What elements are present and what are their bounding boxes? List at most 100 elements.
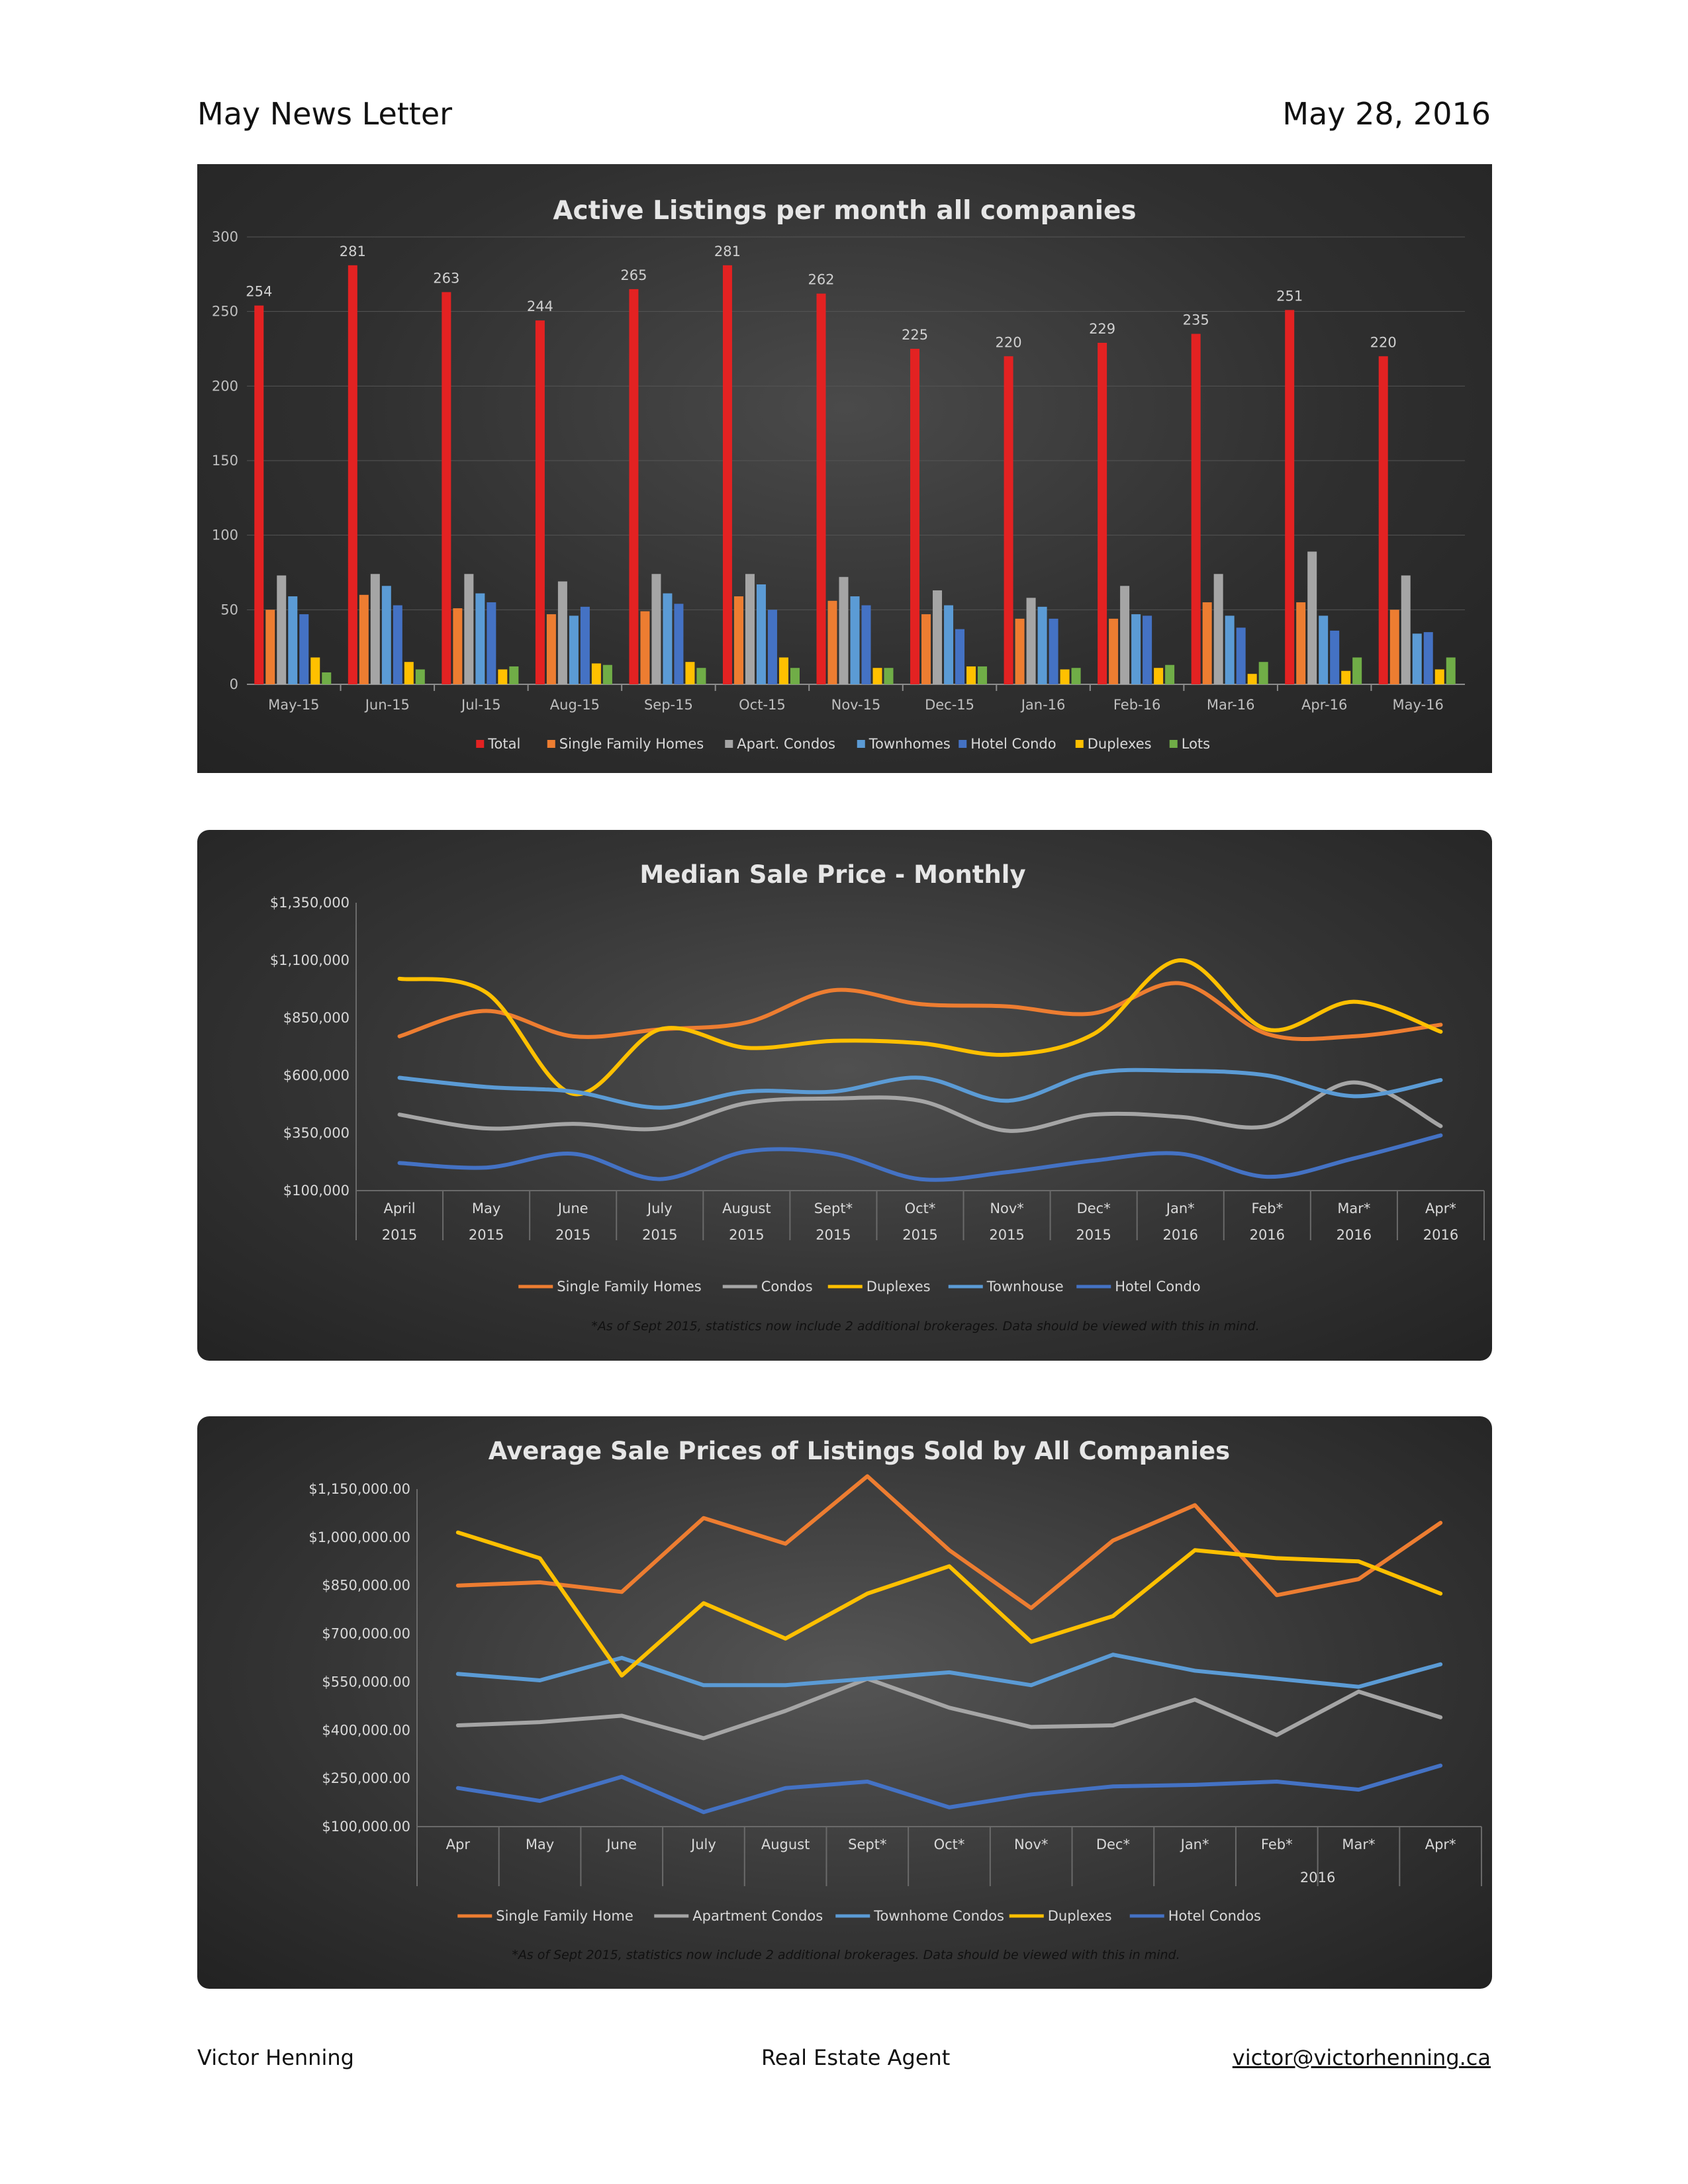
bar-lots [1165, 664, 1175, 684]
legend-label-duplexes: Duplexes [1088, 736, 1152, 752]
y-tick-label: $1,100,000 [270, 952, 350, 968]
bar-hotel-condo [674, 604, 684, 684]
bar-hotel-condo [580, 606, 590, 684]
bar-single-family-homes [1389, 610, 1399, 684]
y-tick-label: $1,000,000.00 [308, 1529, 410, 1545]
legend-label-apartment-condos: Apartment Condos [692, 1908, 823, 1924]
bar-total [442, 292, 451, 684]
data-label: 251 [1276, 288, 1303, 304]
legend-label-hotel-condo: Hotel Condo [970, 736, 1056, 752]
bar-single-family-homes [640, 611, 650, 684]
bar-total [629, 289, 639, 684]
bar-apart-condos [557, 581, 567, 684]
legend-label-single-family-homes: Single Family Homes [559, 736, 704, 752]
bar-duplexes [591, 663, 601, 684]
bar-townhomes [569, 615, 579, 684]
data-label: 262 [808, 272, 834, 288]
bar-duplexes [498, 669, 508, 684]
bar-lots [696, 668, 706, 684]
active-listings-bar-chart: Active Listings per month all companies 0… [212, 196, 1465, 752]
x-tick-label: Feb* [1251, 1201, 1283, 1216]
newsletter-date: May 28, 2016 [1282, 96, 1491, 132]
legend-label-townhouse: Townhouse [986, 1279, 1064, 1295]
x-tick-label: Dec-15 [925, 697, 974, 713]
y-tick-label: $600,000 [283, 1068, 350, 1083]
legend-label-duplexes: Duplexes [1048, 1908, 1112, 1924]
x-tick-label: Nov-15 [831, 697, 881, 713]
y-tick-label: 200 [212, 378, 238, 394]
data-label: 263 [433, 270, 459, 286]
data-label: 229 [1089, 321, 1115, 337]
bar-apart-condos [1026, 598, 1036, 684]
x-tick-label: Jan* [1165, 1201, 1195, 1216]
footer-agent-name: Victor Henning [197, 2045, 354, 2070]
bar-apart-condos [651, 574, 661, 684]
bar-duplexes [685, 662, 695, 684]
series-line-duplexes [455, 1530, 1443, 1678]
bar-apart-condos [839, 576, 849, 684]
data-label: 220 [1370, 334, 1397, 350]
x-tick-label: Oct* [905, 1201, 936, 1216]
bar-single-family-homes [453, 608, 463, 684]
x-tick-label: May-16 [1393, 697, 1444, 713]
chart-title: Active Listings per month all companies [553, 196, 1136, 226]
bar-hotel-condo [487, 602, 496, 684]
y-tick-label: $1,350,000 [270, 895, 350, 911]
x-tick-label: Feb-16 [1113, 697, 1160, 713]
x-tick-label: Mar* [1337, 1201, 1370, 1216]
x-tick-label: Dec* [1096, 1837, 1130, 1852]
x-tick-year-label: 2015 [382, 1227, 417, 1243]
x-tick-label: Sept* [814, 1201, 853, 1216]
legend-label-duplexes: Duplexes [867, 1279, 931, 1295]
median-sale-price-chart: Median Sale Price - Monthly $100,000 $350,… [197, 830, 1492, 1361]
y-tick-label: $100,000.00 [322, 1819, 410, 1835]
bar-single-family-homes [1296, 602, 1306, 684]
bar-townhomes [944, 605, 954, 684]
x-tick-label: May [472, 1201, 500, 1216]
data-label: 225 [902, 327, 928, 343]
bar-total [1378, 356, 1388, 684]
x-tick-label: Oct-15 [739, 697, 786, 713]
bar-single-family-homes [1202, 602, 1212, 684]
bar-townhomes [756, 584, 766, 684]
y-tick-label: $100,000 [283, 1183, 350, 1199]
x-tick-year-label: 2015 [816, 1227, 851, 1243]
x-tick-label: June [557, 1201, 588, 1216]
y-tick-label: $350,000 [283, 1125, 350, 1141]
series-line-townhouse [397, 1068, 1443, 1110]
bar-townhomes [1412, 633, 1422, 684]
bar-single-family-homes [733, 596, 743, 684]
footer-email-link[interactable]: victor@victorhenning.ca [1232, 2045, 1491, 2070]
bar-lots [884, 668, 894, 684]
x-tick-label: Apr* [1425, 1201, 1456, 1216]
x-tick-label: August [722, 1201, 771, 1216]
data-label: 235 [1183, 312, 1209, 328]
y-tick-label: $1,150,000.00 [308, 1481, 410, 1497]
y-tick-label: $250,000.00 [322, 1770, 410, 1786]
bar-total [1191, 334, 1201, 684]
x-tick-label: May-15 [268, 697, 319, 713]
y-tick-label: 50 [220, 602, 238, 617]
x-tick-year-label: 2015 [469, 1227, 504, 1243]
x-tick-label: Mar* [1342, 1837, 1375, 1852]
x-tick-label: Jan* [1180, 1837, 1209, 1852]
y-tick-label: 250 [212, 304, 238, 320]
bar-lots [1352, 657, 1362, 684]
x-tick-year-label: 2016 [1250, 1227, 1285, 1243]
data-label: 265 [620, 267, 647, 283]
bar-hotel-condo [393, 605, 402, 684]
bar-duplexes [1154, 668, 1164, 684]
bar-apart-condos [745, 574, 755, 684]
legend-label-single-family-homes: Single Family Homes [557, 1279, 701, 1295]
bar-lots [322, 672, 332, 684]
bar-lots [790, 668, 800, 684]
bar-townhomes [663, 593, 673, 684]
bar-townhomes [1225, 615, 1235, 684]
data-label: 281 [340, 244, 366, 259]
bar-townhomes [381, 586, 391, 684]
bar-lots [415, 669, 425, 684]
series-line-duplexes [397, 958, 1443, 1097]
bar-townhomes [1319, 615, 1329, 684]
legend-swatch-duplexes [1075, 740, 1084, 748]
legend-label-total: Total [487, 736, 520, 752]
